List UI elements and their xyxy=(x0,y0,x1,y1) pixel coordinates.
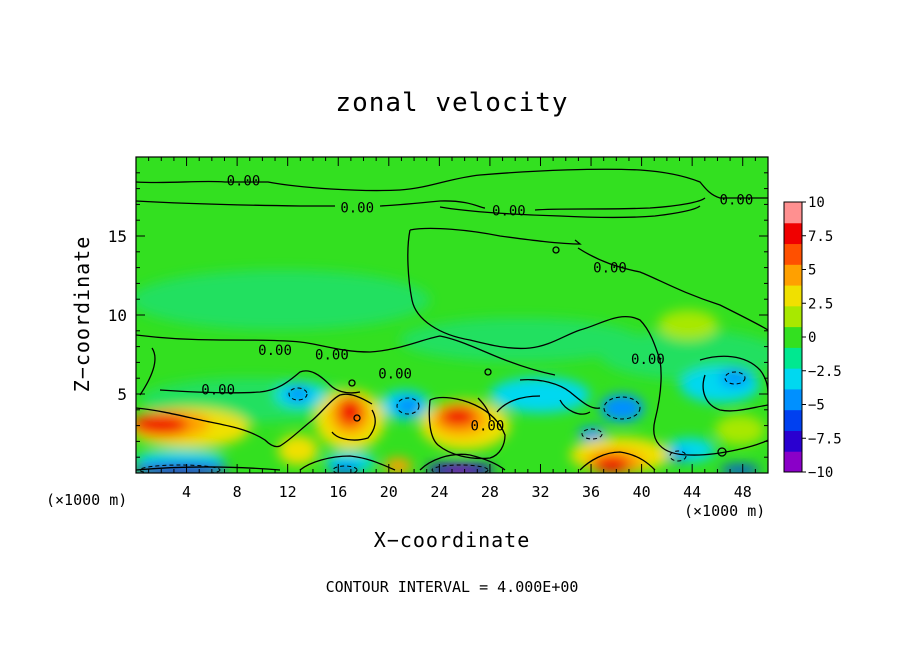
x-tick-label: 12 xyxy=(279,483,297,501)
contour-label: 0.00 xyxy=(315,348,349,364)
colorbar-swatch xyxy=(784,388,802,411)
colorbar-tick-label: −5 xyxy=(808,398,825,414)
colorbar-swatch xyxy=(784,202,802,224)
colorbar-tick-label: −10 xyxy=(808,465,833,481)
colorbar-swatch xyxy=(784,243,802,265)
colorbar-swatch xyxy=(784,347,802,369)
x-axis-unit-right: (×1000 m) xyxy=(684,502,766,520)
x-tick-label: 28 xyxy=(481,483,499,501)
x-tick-label: 36 xyxy=(582,483,600,501)
colorbar-swatch xyxy=(784,409,802,431)
colorbar-swatch xyxy=(784,264,802,286)
contour-label: 0.00 xyxy=(378,366,412,382)
colorbar-tick-label: 2.5 xyxy=(808,296,833,312)
chart-title: zonal velocity xyxy=(335,88,569,118)
contour-label: 0.00 xyxy=(227,174,261,190)
colorbar-swatch xyxy=(784,285,802,307)
heatmap-field xyxy=(136,157,768,473)
colorbar-tick-label: −7.5 xyxy=(808,431,842,447)
colorbar-swatch xyxy=(784,305,802,328)
colorbar: 10 7.5 5 2.5 0 −2.5 −5 −7.5 −10 xyxy=(783,195,842,481)
contour-label: 0.00 xyxy=(340,201,374,217)
x-axis-label: X−coordinate xyxy=(373,528,531,552)
colorbar-swatch xyxy=(784,430,802,452)
colorbar-swatch xyxy=(784,451,802,473)
x-axis-unit-left: (×1000 m) xyxy=(46,491,128,509)
x-tick-label: 16 xyxy=(329,483,347,501)
x-tick-label: 40 xyxy=(633,483,651,501)
x-tick-label: 44 xyxy=(683,483,701,501)
contour-interval-note: CONTOUR INTERVAL = 4.000E+00 xyxy=(325,578,579,596)
x-tick-label: 4 xyxy=(182,483,191,501)
colorbar-tick-label: −2.5 xyxy=(808,364,842,380)
contour-label: 0.00 xyxy=(258,343,292,359)
x-tick-label: 20 xyxy=(380,483,398,501)
contour-lines xyxy=(136,168,768,471)
colorbar-tick-label: 10 xyxy=(808,195,825,211)
contour-label: 0.00 xyxy=(593,261,627,277)
contour-label: 0.00 xyxy=(492,204,526,220)
colorbar-tick-label: 0 xyxy=(808,330,816,346)
colorbar-swatch xyxy=(784,222,802,245)
colorbar-tick-label: 5 xyxy=(808,263,816,279)
contour-label: 0.00 xyxy=(720,193,754,209)
negative-contour-lines xyxy=(139,371,746,473)
x-tick-label: 24 xyxy=(430,483,448,501)
x-tick-label: 32 xyxy=(531,483,549,501)
y-tick-label: 15 xyxy=(108,227,127,246)
y-tick-label: 5 xyxy=(117,385,127,404)
x-tick-label: 48 xyxy=(734,483,752,501)
contour-label: 0.00 xyxy=(201,382,235,398)
y-tick-label: 10 xyxy=(108,306,127,325)
x-tick-label: 8 xyxy=(233,483,242,501)
colorbar-swatch xyxy=(784,368,802,390)
contour-label: 0.00 xyxy=(631,352,665,368)
contour-labels: 0.00 0.00 0.00 0.00 0.00 0.00 0.00 0.00 0.00 0.00… xyxy=(201,174,754,435)
contour-label: 0.00 xyxy=(471,419,505,435)
colorbar-swatch xyxy=(784,326,802,348)
colorbar-tick-label: 7.5 xyxy=(808,229,833,245)
